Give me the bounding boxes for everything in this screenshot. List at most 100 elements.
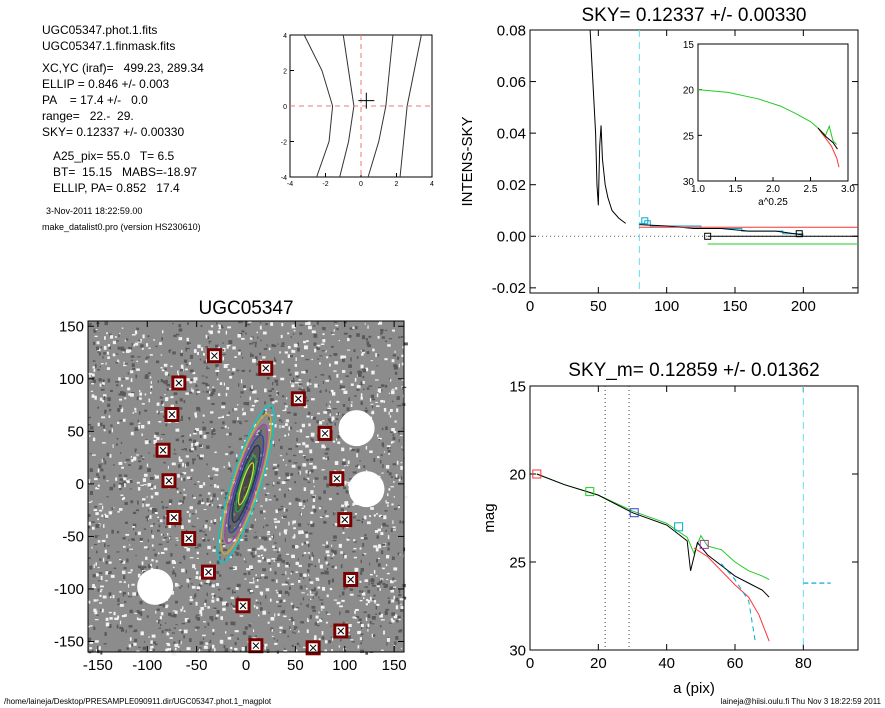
noise-speck bbox=[341, 385, 346, 389]
noise-speck bbox=[274, 521, 277, 523]
noise-speck bbox=[336, 373, 339, 378]
noise-speck bbox=[345, 504, 349, 507]
noise-speck bbox=[322, 381, 324, 385]
noise-speck bbox=[122, 481, 127, 485]
noise-speck bbox=[393, 496, 395, 498]
noise-speck bbox=[164, 372, 169, 376]
noise-speck bbox=[182, 439, 185, 443]
noise-speck bbox=[105, 571, 109, 575]
noise-speck bbox=[349, 327, 354, 330]
noise-speck bbox=[199, 435, 202, 438]
noise-speck bbox=[399, 598, 404, 601]
noise-speck bbox=[398, 594, 402, 597]
noise-speck bbox=[327, 407, 332, 410]
noise-speck bbox=[249, 396, 252, 401]
noise-speck bbox=[202, 531, 206, 533]
noise-speck bbox=[378, 612, 381, 616]
noise-speck bbox=[398, 506, 400, 509]
noise-speck bbox=[360, 626, 363, 630]
noise-speck bbox=[362, 375, 365, 379]
sky-plot-ytick-label: 0.02 bbox=[497, 177, 526, 194]
noise-speck bbox=[213, 549, 216, 552]
noise-speck bbox=[143, 473, 148, 477]
noise-speck bbox=[282, 609, 286, 612]
noise-speck bbox=[310, 511, 314, 515]
noise-speck bbox=[235, 587, 239, 590]
noise-speck bbox=[124, 474, 128, 477]
noise-speck bbox=[199, 430, 203, 435]
noise-speck bbox=[99, 366, 101, 368]
noise-speck bbox=[162, 380, 166, 384]
noise-speck bbox=[291, 349, 293, 353]
noise-speck bbox=[391, 359, 395, 363]
noise-speck bbox=[143, 640, 145, 643]
noise-speck bbox=[219, 382, 223, 386]
noise-speck bbox=[323, 476, 327, 480]
noise-speck bbox=[256, 602, 260, 604]
noise-speck bbox=[278, 419, 282, 422]
noise-speck bbox=[367, 589, 371, 594]
noise-speck bbox=[283, 529, 288, 532]
star-mask-cross bbox=[170, 514, 178, 521]
noise-speck bbox=[122, 592, 125, 597]
noise-speck bbox=[109, 617, 113, 620]
noise-speck bbox=[115, 353, 119, 355]
noise-speck bbox=[180, 352, 183, 357]
noise-speck bbox=[313, 485, 315, 488]
noise-speck bbox=[381, 525, 383, 528]
image-plot-ytick-label: 150 bbox=[59, 319, 84, 336]
noise-speck bbox=[305, 604, 308, 607]
noise-speck bbox=[292, 604, 295, 609]
noise-speck bbox=[199, 358, 202, 361]
noise-speck bbox=[116, 443, 118, 446]
noise-speck bbox=[160, 533, 163, 536]
noise-speck bbox=[134, 638, 138, 643]
noise-speck bbox=[377, 528, 381, 532]
noise-speck bbox=[149, 507, 154, 510]
noise-speck bbox=[181, 349, 183, 353]
noise-speck bbox=[352, 516, 356, 519]
noise-speck bbox=[144, 440, 149, 445]
noise-speck bbox=[340, 508, 344, 512]
noise-speck bbox=[370, 394, 375, 399]
noise-speck bbox=[155, 345, 158, 348]
noise-speck bbox=[306, 388, 311, 392]
noise-speck bbox=[171, 651, 176, 656]
noise-speck bbox=[281, 322, 284, 327]
noise-speck bbox=[287, 635, 289, 638]
noise-speck bbox=[195, 616, 198, 619]
noise-speck bbox=[272, 382, 274, 386]
noise-speck bbox=[265, 411, 267, 414]
noise-speck bbox=[342, 621, 345, 624]
noise-speck bbox=[219, 416, 224, 419]
noise-speck bbox=[176, 539, 179, 542]
noise-speck bbox=[101, 514, 104, 518]
noise-speck bbox=[309, 378, 311, 382]
noise-speck bbox=[376, 582, 381, 586]
noise-speck bbox=[260, 339, 262, 342]
noise-speck bbox=[316, 345, 318, 350]
noise-speck bbox=[101, 384, 104, 387]
noise-speck bbox=[156, 529, 160, 532]
noise-speck bbox=[189, 354, 194, 359]
noise-speck bbox=[200, 581, 203, 585]
a25-type: A25_pix= 55.0 T= 6.5 bbox=[53, 149, 175, 163]
noise-speck bbox=[172, 569, 175, 573]
noise-speck bbox=[128, 539, 130, 541]
noise-speck bbox=[194, 430, 197, 433]
noise-speck bbox=[397, 504, 400, 507]
noise-speck bbox=[163, 461, 166, 464]
noise-speck bbox=[122, 484, 125, 487]
noise-speck bbox=[196, 586, 201, 590]
noise-speck bbox=[157, 516, 160, 518]
noise-speck bbox=[236, 369, 240, 372]
noise-speck bbox=[165, 515, 168, 517]
noise-speck bbox=[263, 536, 268, 541]
contour-xtick-label: 2 bbox=[395, 181, 399, 188]
noise-speck bbox=[354, 395, 357, 397]
noise-speck bbox=[386, 572, 390, 575]
noise-speck bbox=[388, 338, 393, 340]
noise-speck bbox=[332, 440, 336, 443]
noise-speck bbox=[104, 513, 107, 516]
noise-speck bbox=[354, 567, 359, 572]
